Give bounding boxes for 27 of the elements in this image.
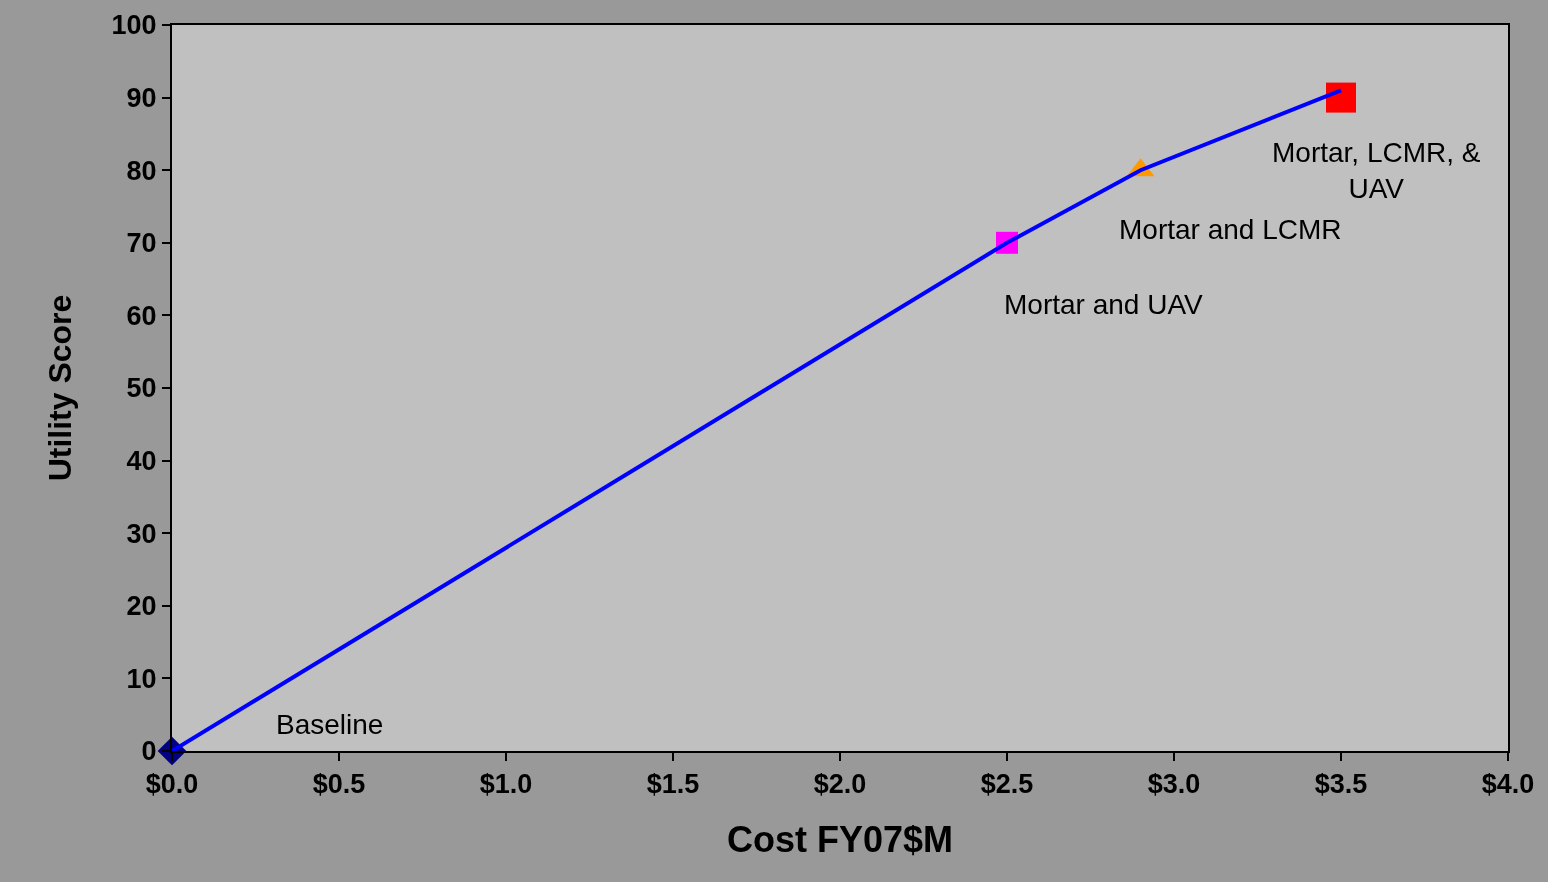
x-tick-label: $0.5 [312, 769, 366, 800]
y-tick-label: 10 [126, 663, 157, 694]
annotation: Mortar and LCMR [1119, 214, 1342, 245]
y-tick-label: 40 [126, 446, 157, 477]
y-tick-label: 20 [126, 591, 157, 622]
y-tick-label: 100 [111, 10, 157, 41]
y-tick-label: 60 [126, 300, 157, 331]
y-tick-label: 0 [141, 736, 157, 767]
annotation: Mortar and UAV [1004, 289, 1203, 320]
x-tick-label: $3.5 [1314, 769, 1368, 800]
x-tick-label: $2.5 [980, 769, 1034, 800]
x-tick-label: $1.0 [479, 769, 533, 800]
y-tick-label: 90 [126, 83, 157, 114]
y-tick-label: 50 [126, 373, 157, 404]
x-tick-label: $4.0 [1481, 769, 1535, 800]
x-tick-label: $1.5 [646, 769, 700, 800]
y-tick-label: 70 [126, 228, 157, 259]
annotation: Mortar, LCMR, & UAV [1272, 137, 1481, 205]
y-axis-title: Utility Score [42, 294, 79, 482]
x-tick-label: $0.0 [145, 769, 199, 800]
point [1326, 82, 1356, 113]
x-axis-title: Cost FY07$M [726, 818, 954, 860]
x-tick-label: $3.0 [1147, 769, 1201, 800]
y-tick-label: 80 [126, 155, 157, 186]
x-tick-label: $2.0 [813, 769, 867, 800]
annotation: Baseline [276, 709, 384, 740]
y-tick-label: 30 [126, 518, 157, 549]
